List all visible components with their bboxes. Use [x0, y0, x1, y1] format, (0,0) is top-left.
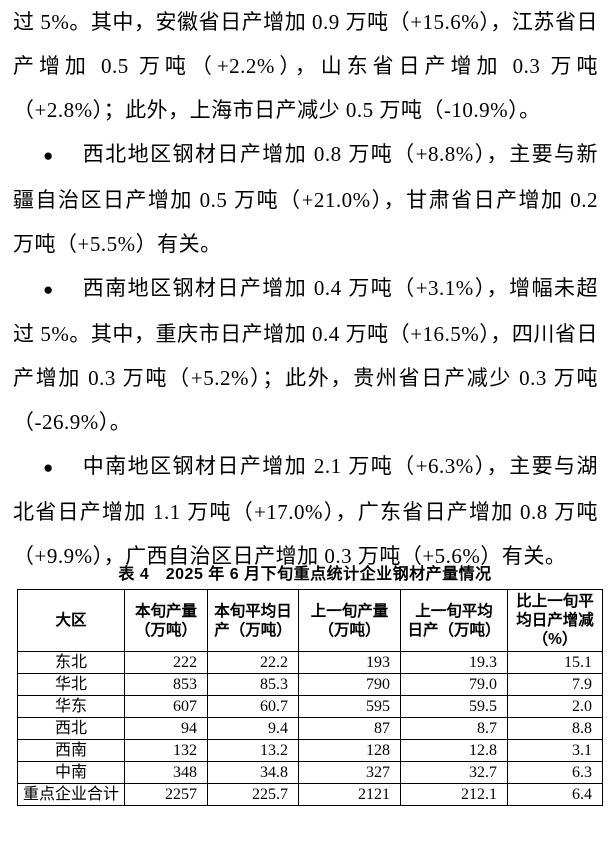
header-current-output: 本旬产量 （万吨） [124, 589, 208, 652]
value-cell: 94 [124, 717, 208, 740]
paragraph-central-south: ● 中南地区钢材日产增加 2.1 万吨（+6.3%），主要与湖北省日产增加 1.1… [13, 444, 598, 578]
value-cell: 13.2 [207, 739, 299, 762]
value-cell: 132 [124, 739, 208, 762]
table-row: 西北 94 9.4 87 8.7 8.8 [17, 717, 603, 740]
value-cell: 8.8 [507, 717, 603, 740]
paragraph-northwest: ● 西北地区钢材日产增加 0.8 万吨（+8.8%），主要与新疆自治区日产增加 0… [13, 132, 598, 266]
value-cell: 853 [124, 673, 208, 696]
value-cell: 7.9 [507, 673, 603, 696]
paragraph-huadong-detail: 过 5%。其中，安徽省日产增加 0.9 万吨（+15.6%），江苏省日产增加 0… [13, 0, 598, 132]
table-row: 中南 348 34.8 327 32.7 6.3 [17, 761, 603, 784]
region-cell: 东北 [17, 651, 125, 674]
paragraph-text: 过 5%。其中，安徽省日产增加 0.9 万吨（+15.6%），江苏省日产增加 0… [13, 10, 598, 122]
table-header: 大区 本旬产量 （万吨） 本旬平均日 产（万吨） 上一旬产量 （万吨） 上一旬平… [17, 589, 603, 652]
value-cell: 85.3 [207, 673, 299, 696]
steel-production-table: 大区 本旬产量 （万吨） 本旬平均日 产（万吨） 上一旬产量 （万吨） 上一旬平… [17, 589, 603, 806]
value-cell: 19.3 [400, 651, 508, 674]
value-cell: 15.1 [507, 651, 603, 674]
header-previous-daily-avg: 上一旬平均 日产（万吨） [400, 589, 508, 652]
value-cell: 193 [298, 651, 401, 674]
table-caption: 表 4 2025 年 6 月下旬重点统计企业钢材产量情况 [118, 566, 492, 583]
header-region: 大区 [17, 589, 125, 652]
bullet-icon: ● [43, 280, 55, 299]
value-cell: 60.7 [207, 695, 299, 718]
value-cell: 9.4 [207, 717, 299, 740]
value-cell: 2121 [298, 783, 401, 806]
value-cell: 6.4 [507, 783, 603, 806]
paragraph-text: 西北地区钢材日产增加 0.8 万吨（+8.8%），主要与新疆自治区日产增加 0.… [13, 142, 598, 256]
value-cell: 327 [298, 761, 401, 784]
bullet-icon: ● [43, 146, 55, 165]
header-current-daily-avg: 本旬平均日 产（万吨） [207, 589, 299, 652]
paragraph-southwest: ● 西南地区钢材日产增加 0.4 万吨（+3.1%），增幅未超过 5%。其中，重庆… [13, 266, 598, 444]
paragraph-text: 西南地区钢材日产增加 0.4 万吨（+3.1%），增幅未超过 5%。其中，重庆市… [13, 276, 598, 434]
table-row: 华北 853 85.3 790 79.0 7.9 [17, 673, 603, 696]
table-row: 重点企业合计 2257 225.7 2121 212.1 6.4 [17, 783, 603, 806]
table-row: 华东 607 60.7 595 59.5 2.0 [17, 695, 603, 718]
value-cell: 8.7 [400, 717, 508, 740]
value-cell: 225.7 [207, 783, 299, 806]
value-cell: 32.7 [400, 761, 508, 784]
value-cell: 607 [124, 695, 208, 718]
value-cell: 34.8 [207, 761, 299, 784]
value-cell: 222 [124, 651, 208, 674]
value-cell: 128 [298, 739, 401, 762]
region-cell: 中南 [17, 761, 125, 784]
value-cell: 2257 [124, 783, 208, 806]
region-cell: 华东 [17, 695, 125, 718]
value-cell: 87 [298, 717, 401, 740]
bullet-icon: ● [43, 458, 55, 477]
value-cell: 12.8 [400, 739, 508, 762]
table-body: 东北 222 22.2 193 19.3 15.1 华北 853 85.3 790 79.0 7.9 华… [17, 651, 603, 806]
value-cell: 790 [298, 673, 401, 696]
region-cell: 华北 [17, 673, 125, 696]
value-cell: 348 [124, 761, 208, 784]
table-row: 东北 222 22.2 193 19.3 15.1 [17, 651, 603, 674]
value-cell: 59.5 [400, 695, 508, 718]
value-cell: 3.1 [507, 739, 603, 762]
value-cell: 212.1 [400, 783, 508, 806]
body-text-block: 过 5%。其中，安徽省日产增加 0.9 万吨（+15.6%），江苏省日产增加 0… [13, 0, 598, 578]
value-cell: 2.0 [507, 695, 603, 718]
region-cell: 西北 [17, 717, 125, 740]
table-row: 西南 132 13.2 128 12.8 3.1 [17, 739, 603, 762]
paragraph-text: 中南地区钢材日产增加 2.1 万吨（+6.3%），主要与湖北省日产增加 1.1 … [13, 454, 598, 568]
value-cell: 22.2 [207, 651, 299, 674]
region-cell: 重点企业合计 [17, 783, 125, 806]
header-previous-output: 上一旬产量 （万吨） [298, 589, 401, 652]
table-header-row: 大区 本旬产量 （万吨） 本旬平均日 产（万吨） 上一旬产量 （万吨） 上一旬平… [17, 589, 603, 652]
value-cell: 595 [298, 695, 401, 718]
header-change-pct: 比上一旬平 均日产增减 （%） [507, 589, 603, 652]
value-cell: 79.0 [400, 673, 508, 696]
region-cell: 西南 [17, 739, 125, 762]
value-cell: 6.3 [507, 761, 603, 784]
